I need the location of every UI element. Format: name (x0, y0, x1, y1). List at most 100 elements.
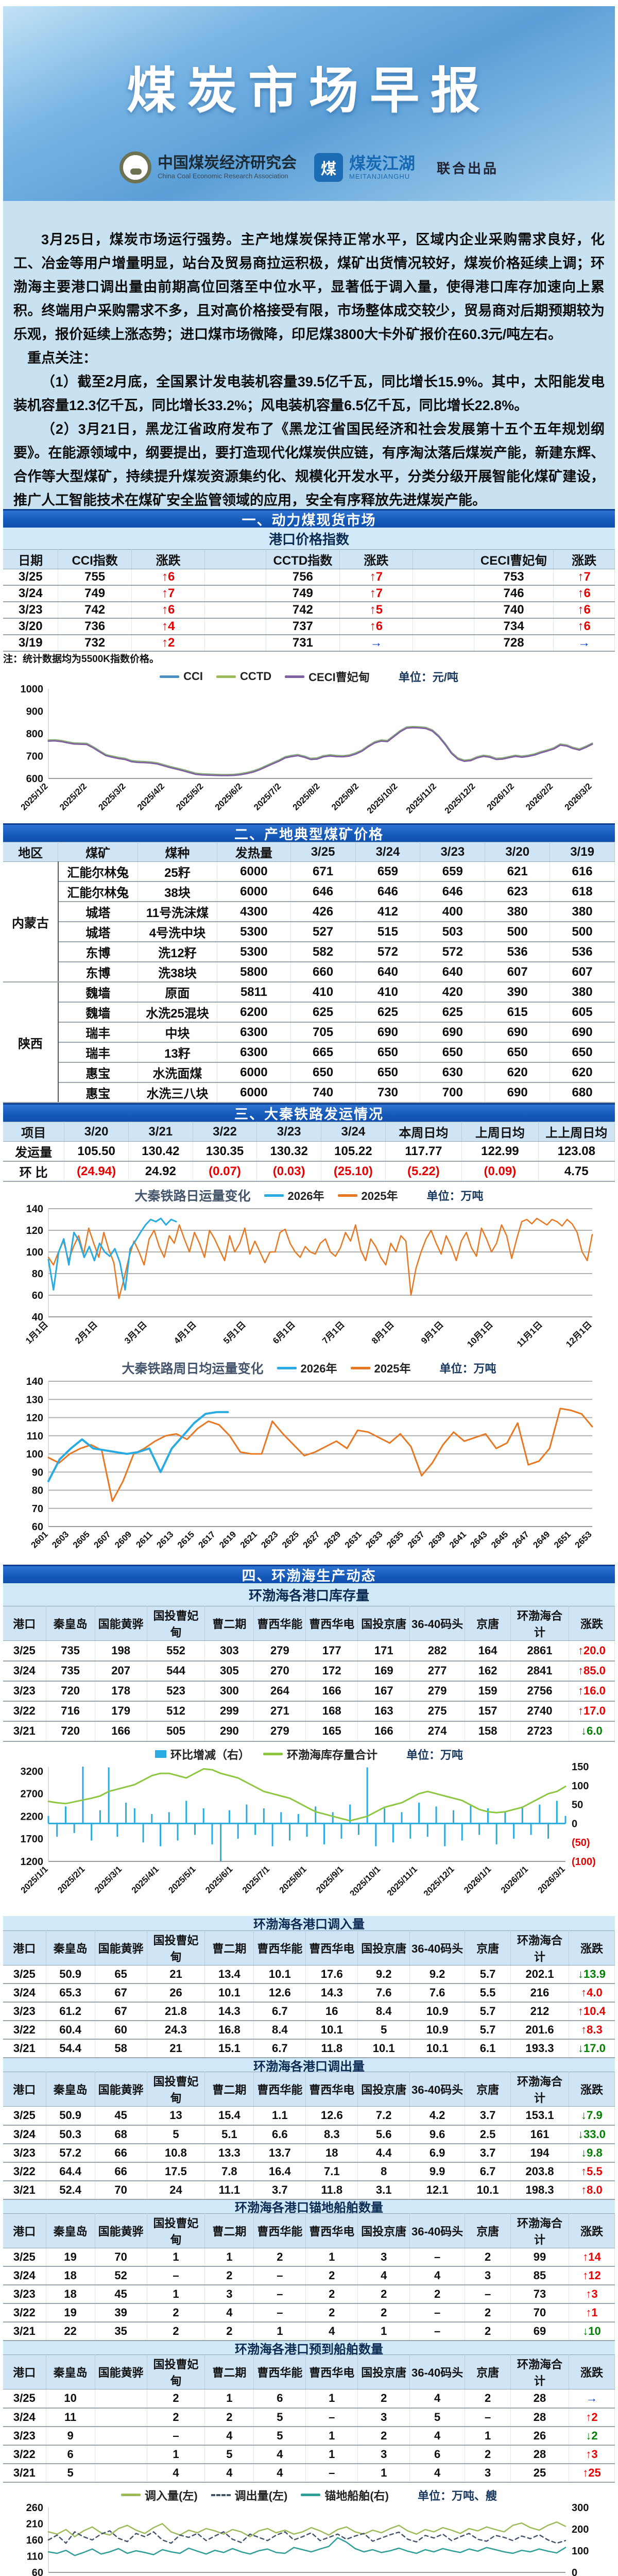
table-cell: 3/21 (128, 1122, 193, 1142)
table-cell: 6200 (217, 1002, 291, 1023)
table-cell: 国能黄骅 (95, 1606, 147, 1641)
table-cell: 625 (290, 1002, 356, 1023)
table-cell: 50.9 (46, 1965, 95, 1984)
svg-text:40: 40 (32, 1312, 43, 1323)
legend-item: 调出量(左) (211, 2487, 287, 2503)
table-cell: ↑4 (131, 618, 205, 635)
table-cell: 1 (357, 2463, 410, 2483)
svg-text:2025/5/2: 2025/5/2 (174, 781, 205, 812)
svg-text:7月1日: 7月1日 (320, 1319, 347, 1346)
table-cell: 4 (204, 2463, 254, 2483)
table-cell: 16.8 (204, 2021, 254, 2040)
table-cell: – (465, 2408, 511, 2427)
table-cell: 5 (253, 2426, 306, 2446)
table-cell: 153.1 (510, 2106, 569, 2126)
svg-text:4月1日: 4月1日 (172, 1319, 198, 1346)
table-cell: 380 (550, 902, 615, 922)
table-cell: 740 (474, 602, 554, 619)
table-cell: 曹西华电 (305, 2354, 358, 2389)
table-cell: 2756 (510, 1681, 569, 1702)
table-cell: 279 (409, 1681, 466, 1702)
table-cell (95, 2408, 147, 2427)
table-cell: 21.8 (147, 2002, 205, 2021)
table-cell: 203.8 (510, 2162, 569, 2181)
table-cell: 陕西 (3, 982, 59, 1103)
table-cell: 2 (357, 2303, 410, 2323)
table-cell (413, 585, 474, 602)
bohai-inflow-band: 环渤海各港口调入量 (3, 1916, 615, 1931)
table-cell: 7.1 (305, 2162, 358, 2181)
table-cell: 港口 (3, 2354, 46, 2389)
svg-text:2635: 2635 (385, 1529, 405, 1550)
table-cell: 410 (290, 982, 356, 1003)
bohai-stock-band: 环渤海各港口库存量 (3, 1583, 615, 1606)
bohai-outflow-table: 港口 秦皇岛 国能黄骅 国投曹妃甸 曹二期 曹西华能 曹西华电 国投京唐 36-40码头 京唐 环渤… (3, 2072, 615, 2200)
table-cell: 9.6 (409, 2125, 466, 2144)
table-cell: 85 (510, 2266, 569, 2285)
svg-text:2639: 2639 (426, 1529, 447, 1550)
table-cell: 746 (474, 585, 554, 602)
svg-text:2025/10/2: 2025/10/2 (365, 781, 400, 814)
table-cell: 6000 (217, 861, 291, 882)
table-cell: 274 (409, 1721, 466, 1742)
table-cell: 2 (147, 2389, 205, 2409)
svg-text:2026/2/1: 2026/2/1 (499, 1864, 530, 1895)
table-cell: 625 (355, 1002, 421, 1023)
meitanjianghu-name-en: MEITANJIANGHU (349, 172, 410, 180)
svg-text:800: 800 (26, 728, 43, 740)
table-cell: 166 (305, 1681, 358, 1702)
table-cell: 曹西华电 (305, 1930, 358, 1965)
table-cell: 魏墙 (58, 1002, 138, 1023)
legend-item: 2025年 (337, 1187, 398, 1204)
meitanjianghu-logo-block: 煤 煤炭江湖 MEITANJIANGHU (314, 153, 415, 182)
svg-text:2025/8/1: 2025/8/1 (278, 1864, 308, 1895)
legend-item: 环渤海库存量合计 (263, 1746, 377, 1762)
table-cell: 3/23 (3, 602, 59, 619)
svg-text:50: 50 (572, 1799, 583, 1810)
table-cell: 2.5 (465, 2125, 511, 2144)
table-cell: 环渤海合计 (510, 1606, 569, 1641)
table-cell: 66 (95, 2143, 147, 2163)
meitanjianghu-logo-icon: 煤 (314, 153, 343, 182)
table-cell: ↑85.0 (569, 1660, 615, 1682)
table-cell: 164 (465, 1640, 511, 1662)
table-cell: 国投曹妃甸 (147, 1606, 205, 1641)
table-cell: 9.2 (409, 1965, 466, 1984)
table-cell: 2 (204, 2322, 254, 2341)
table-cell: 10.1 (204, 1984, 254, 2003)
svg-text:2025/7/2: 2025/7/2 (252, 781, 283, 812)
table-row: 环 比 (24.94) 24.92 (0.07) (0.03) (25.10) (5.22)… (3, 1161, 615, 1182)
bohai-expected-band: 环渤海各港口预到船舶数量 (3, 2341, 615, 2357)
svg-text:60: 60 (32, 1521, 43, 1533)
table-cell: 2 (147, 2303, 205, 2323)
table-cell: 19 (46, 2248, 95, 2267)
svg-text:2025/9/1: 2025/9/1 (314, 1864, 345, 1895)
svg-text:2653: 2653 (573, 1529, 594, 1550)
table-cell: 3/25 (3, 569, 59, 586)
table-cell: ↑6 (131, 602, 205, 619)
table-cell: 5.1 (204, 2125, 254, 2144)
table-cell: 730 (355, 1082, 421, 1103)
table-cell: 国投京唐 (357, 1606, 410, 1641)
port-price-index-band: 港口价格指数 (3, 528, 615, 549)
table-header-row: 港口 秦皇岛 国能黄骅 国投曹妃甸 曹二期 曹西华能 曹西华电 国投京唐 36-40码头 京唐 环渤… (3, 2354, 615, 2389)
table-cell: 3/22 (193, 1122, 258, 1142)
table-cell: 3/23 (3, 2002, 46, 2021)
table-cell: 国投曹妃甸 (147, 2354, 205, 2389)
table-row: 3/24 11 2 2 5–3 5–28 ↑2 (3, 2408, 615, 2427)
table-cell: 544 (147, 1660, 205, 1682)
table-cell: 3/20 (64, 1122, 129, 1142)
table-cell: 73 (510, 2285, 569, 2304)
table-cell: 279 (253, 1640, 306, 1662)
table-cell: 上周日均 (461, 1122, 539, 1142)
svg-text:120: 120 (26, 1225, 43, 1236)
table-cell: 汇能尔林兔 (58, 882, 138, 902)
table-cell: 646 (355, 882, 421, 902)
svg-text:2025/6/2: 2025/6/2 (213, 781, 244, 812)
table-cell: 曹二期 (204, 1606, 254, 1641)
svg-text:6月1日: 6月1日 (271, 1319, 297, 1346)
legend-item: 环比增减（右） (154, 1746, 250, 1762)
table-cell: 737 (266, 618, 340, 635)
table-cell: 6.7 (253, 2039, 306, 2058)
table-cell: 3/24 (3, 2125, 46, 2144)
